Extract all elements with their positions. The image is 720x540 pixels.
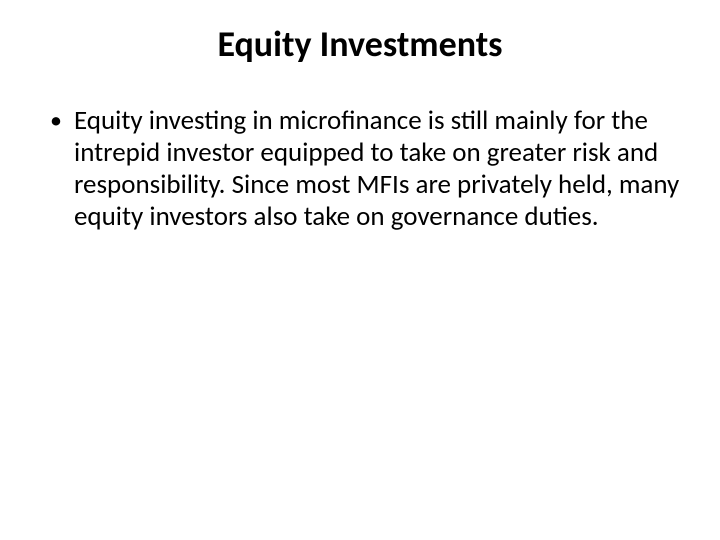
slide-body: Equity investing in microfinance is stil…: [38, 105, 682, 232]
slide: Equity Investments Equity investing in m…: [0, 0, 720, 540]
bullet-list: Equity investing in microfinance is stil…: [46, 105, 682, 232]
slide-title: Equity Investments: [38, 24, 682, 65]
bullet-item: Equity investing in microfinance is stil…: [46, 105, 682, 232]
